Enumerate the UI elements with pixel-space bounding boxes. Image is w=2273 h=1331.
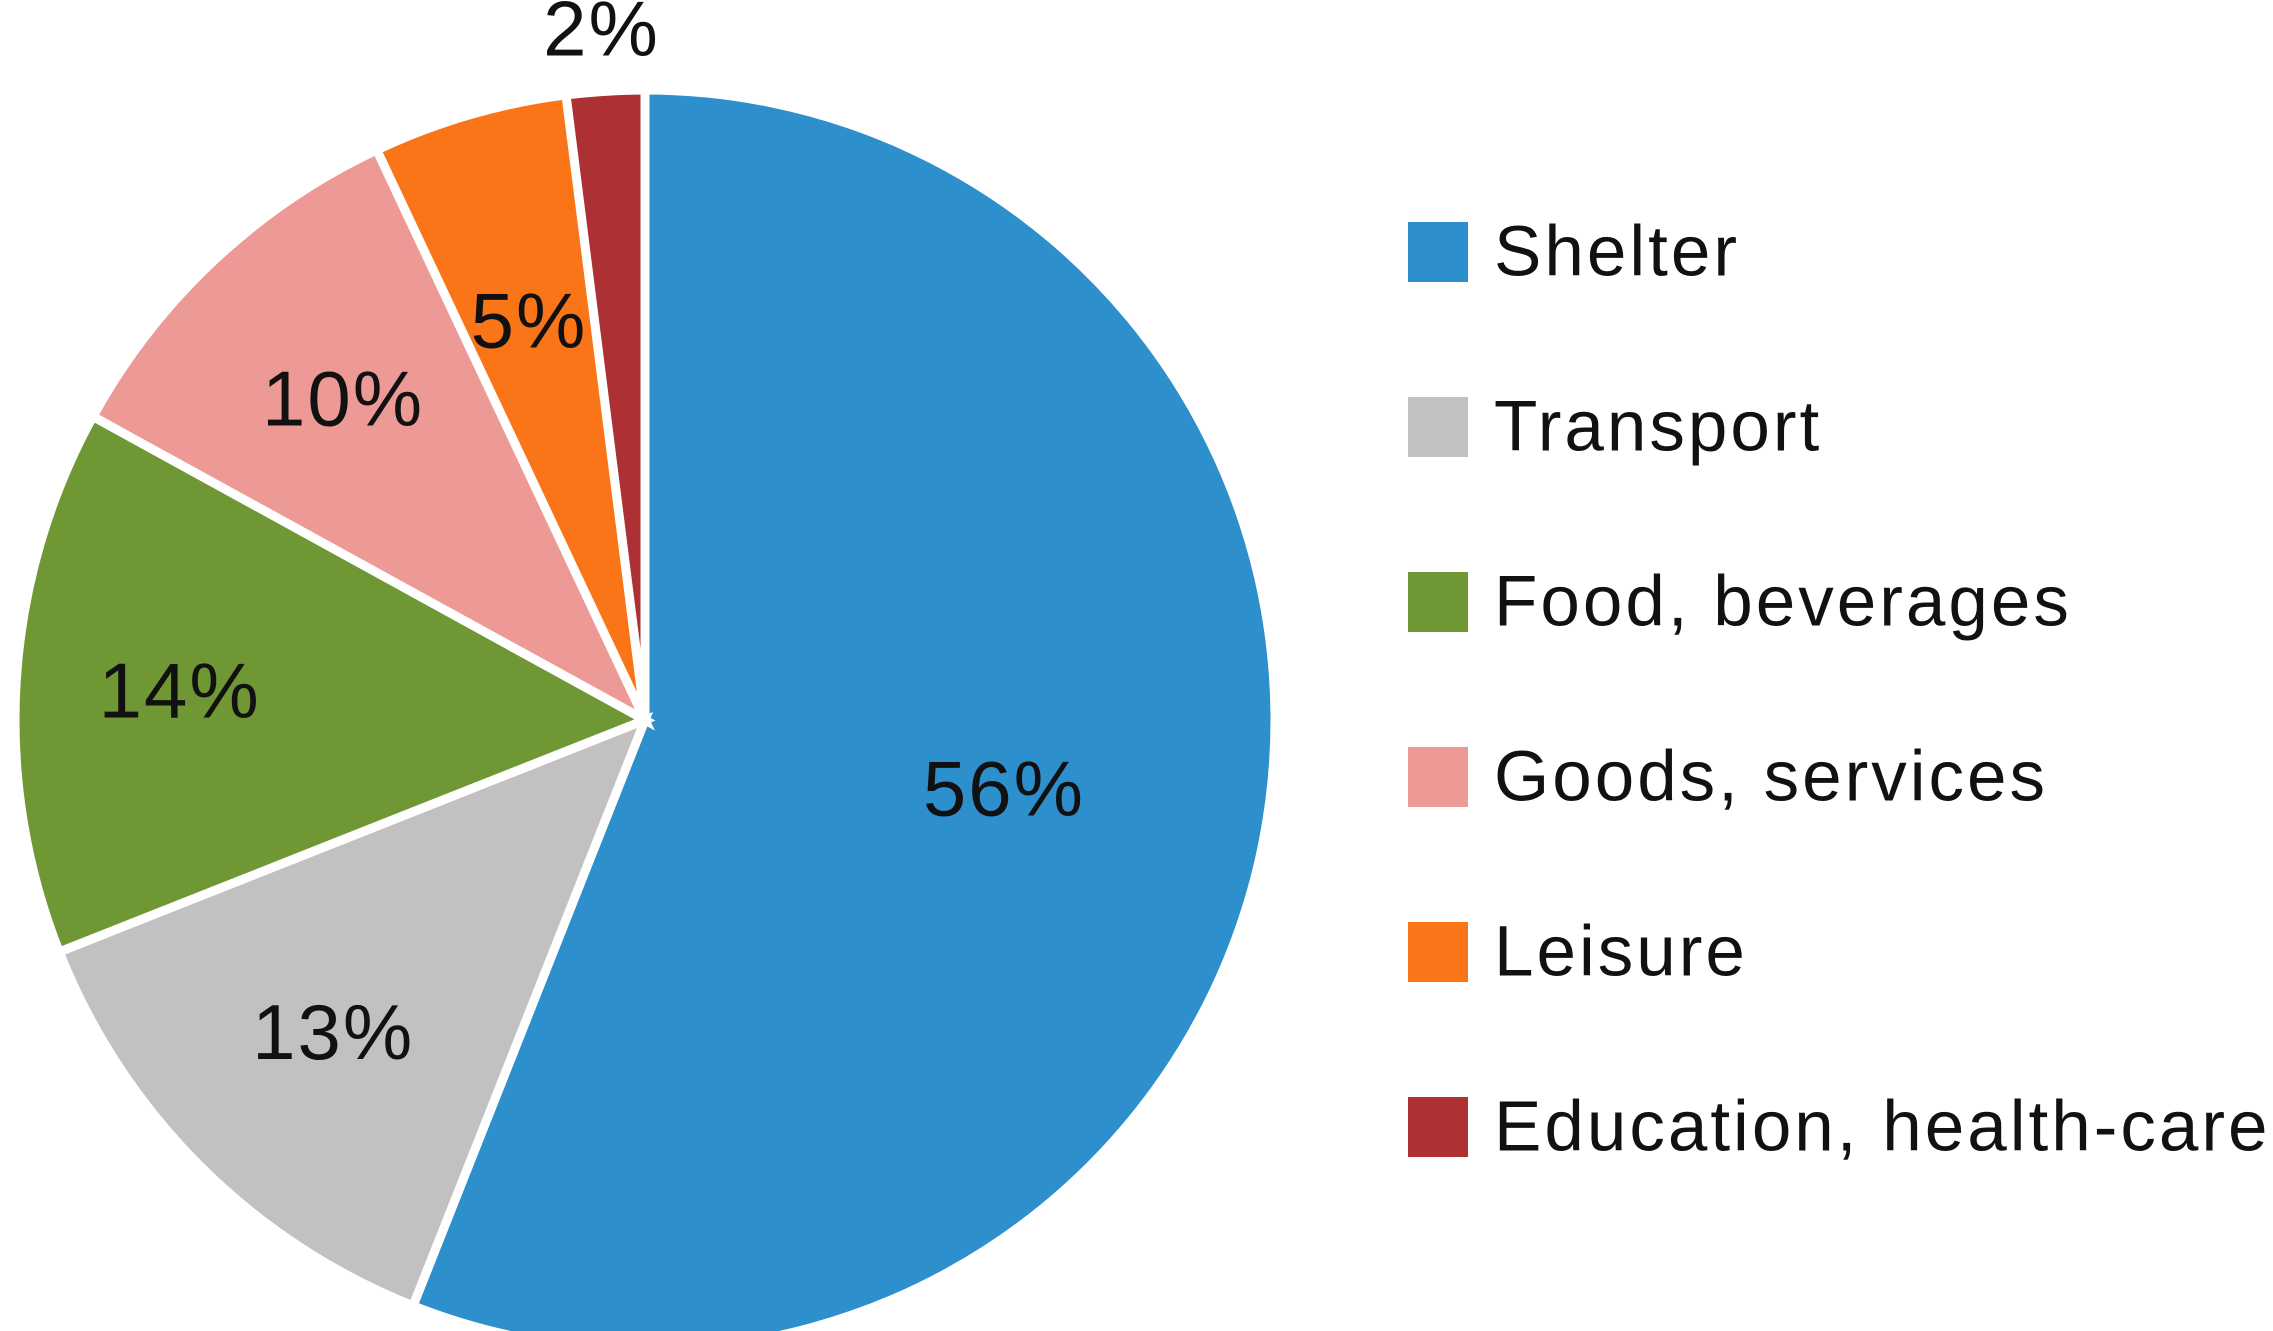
slice-food-beverages: [10, 410, 656, 958]
data-label-leisure: 5%: [471, 277, 588, 365]
legend-label-education-health-care: Education, health-care: [1494, 1088, 2270, 1167]
legend-swatch-goods-services: [1408, 747, 1468, 807]
legend-label-transport: Transport: [1494, 388, 1822, 467]
legend-label-shelter: Shelter: [1494, 213, 1740, 292]
slice-goods-services: [86, 143, 655, 731]
legend: Shelter Transport Food, beverages Goods, se…: [1408, 213, 2270, 1167]
slice-education-health-care: [561, 85, 650, 721]
pie-labels: 56% 13% 14% 10% 5% 2%: [99, 0, 1085, 1076]
legend-label-food-beverages: Food, beverages: [1494, 563, 2072, 642]
pie-slices: [10, 85, 1280, 1331]
legend-swatch-food-beverages: [1408, 572, 1468, 632]
legend-swatch-leisure: [1408, 922, 1468, 982]
data-label-transport: 13%: [252, 988, 414, 1076]
legend-label-leisure: Leisure: [1494, 913, 1748, 992]
legend-swatch-transport: [1408, 397, 1468, 457]
legend-swatch-education-health-care: [1408, 1097, 1468, 1157]
slice-transport: [53, 711, 654, 1312]
data-label-goods-services: 10%: [262, 355, 424, 443]
data-label-food-beverages: 14%: [99, 647, 261, 735]
slice-shelter: [407, 85, 1280, 1331]
data-label-shelter: 56%: [923, 745, 1085, 833]
legend-label-goods-services: Goods, services: [1494, 738, 2048, 817]
legend-swatch-shelter: [1408, 222, 1468, 282]
slice-leisure: [370, 89, 650, 722]
data-label-education-health-care: 2%: [543, 0, 660, 72]
